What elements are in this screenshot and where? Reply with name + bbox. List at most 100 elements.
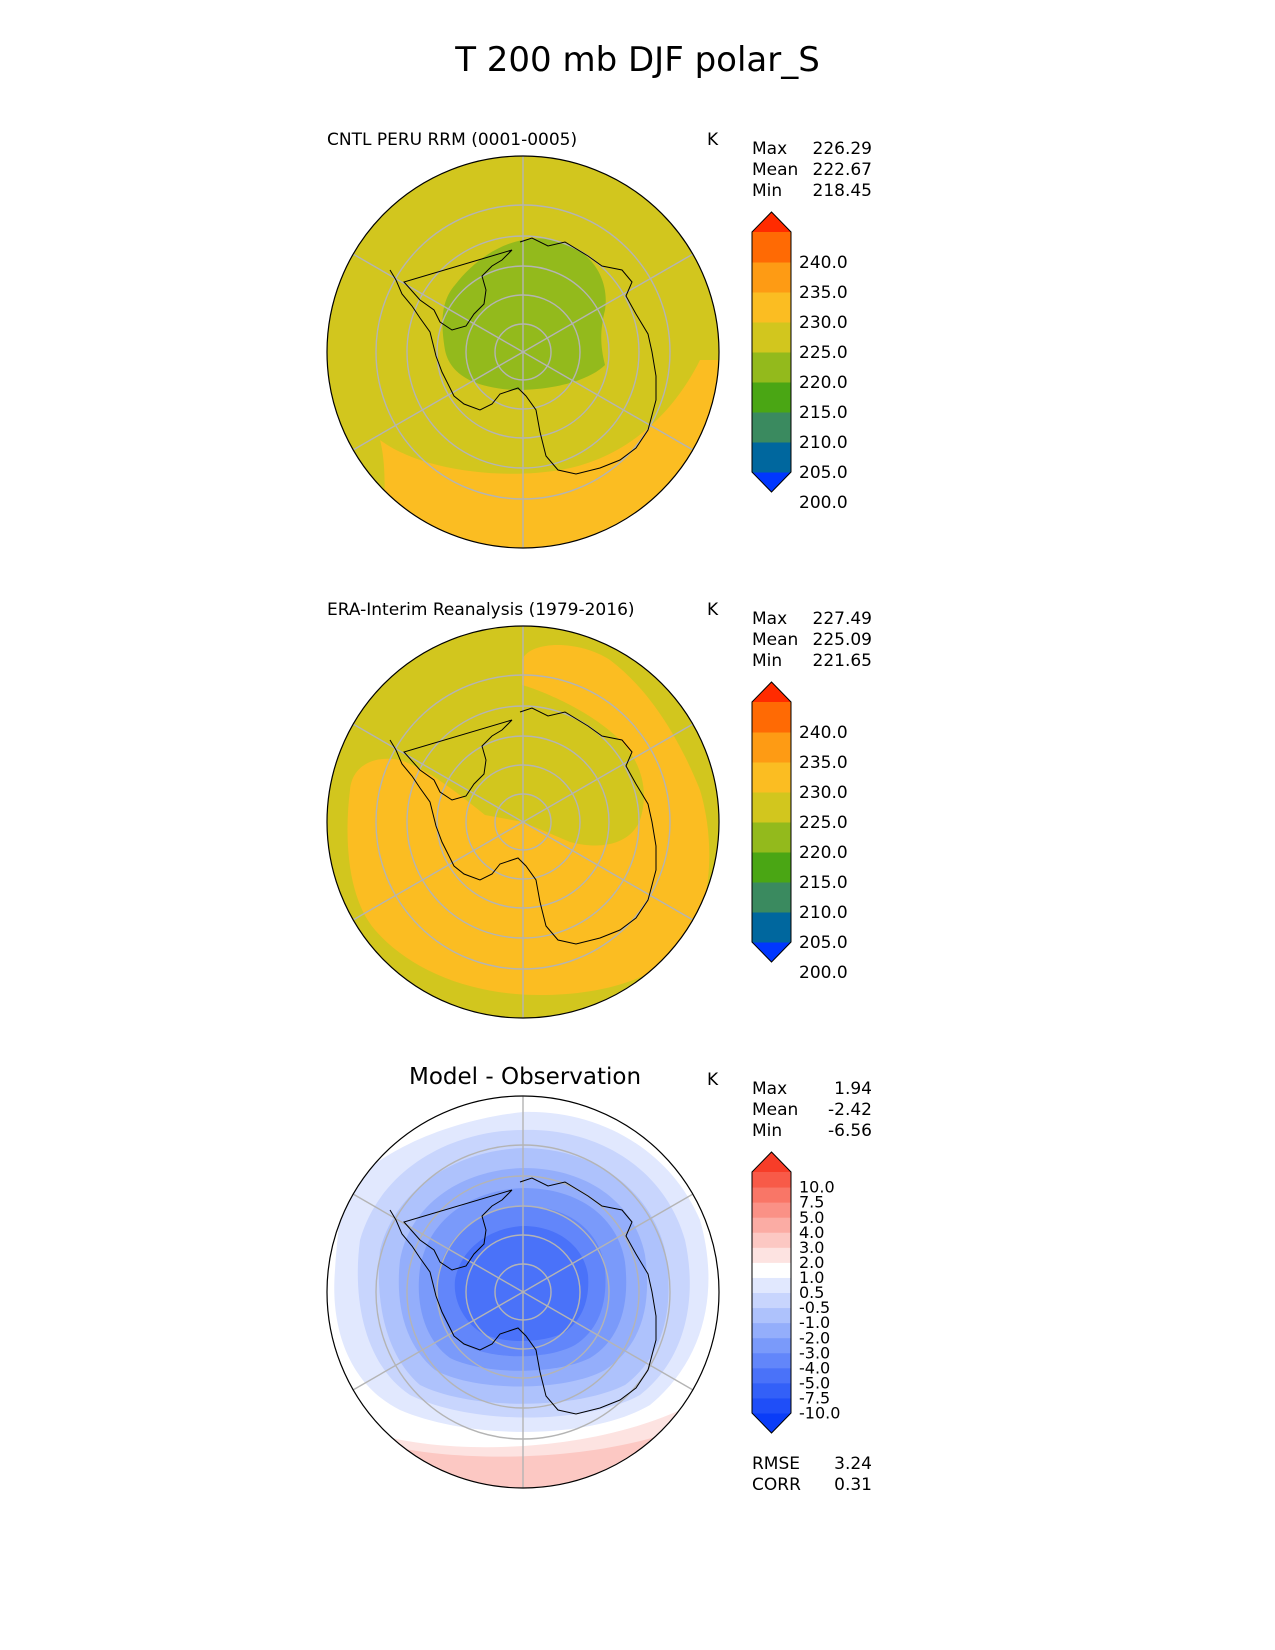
cb3-bin [752,1337,791,1354]
panel-1-min-label: Min [752,181,783,201]
cb1-bin [752,292,791,323]
cb3-tick-label: -4.0 [799,1358,830,1377]
cb3-tick-label: 5.0 [799,1208,824,1227]
cb1-outline [751,211,792,493]
cb1-tick-label: 240.0 [799,253,848,273]
panel-3-corr-value: 0.31 [834,1475,872,1495]
p2-coastline [389,707,657,945]
cb3-bin [752,1367,791,1384]
cb2-bin [752,882,791,913]
cb2-tick-label: 215.0 [799,873,848,893]
cb3-tick-label: 10.0 [799,1178,835,1197]
panel-1-map [326,155,720,549]
cb1-tick-label: 230.0 [799,313,848,333]
cb3-tick-label: -2.0 [799,1328,830,1347]
cb3-tick-label: -10.0 [799,1404,840,1423]
cb3-extend-bottom [752,1413,791,1433]
cb3-bin [752,1382,791,1399]
cb2-bin [752,912,791,943]
panel-1-mean-label: Mean [752,160,799,180]
cb3-bin [752,1187,791,1203]
p1-coastline [389,237,657,475]
cb1-bin [752,412,791,443]
cb3-bin [752,1397,791,1414]
cb2-tick-label: 210.0 [799,903,848,923]
panel-2-max-label: Max [752,609,788,629]
panel-2-title: ERA-Interim Reanalysis (1979-2016) [327,600,635,620]
panel-3-max-value: 1.94 [834,1079,872,1099]
cb3-tick-label: 7.5 [799,1193,824,1212]
panel-3-min-label: Min [752,1121,783,1141]
panel-3-units: K [707,1070,719,1090]
panel-3-rmse-value: 3.24 [834,1454,872,1474]
p1-field-225-230 [380,360,719,548]
cb3-extend-top [752,1152,791,1172]
figure-title: T 200 mb DJF polar_S [455,40,820,80]
cb1-bin [752,442,791,473]
cb2-bin [752,702,791,733]
cb3-tick-label: 4.0 [799,1223,824,1242]
cb2-bin [752,852,791,883]
cb1-bin [752,322,791,353]
panel-3-max-label: Max [752,1079,788,1099]
cb1-bin [752,382,791,413]
panel-2-mean-value: 225.09 [812,630,872,650]
panel-1-mean-value: 222.67 [812,160,872,180]
panel-2-min-label: Min [752,651,783,671]
panel-3-mean-label: Mean [752,1100,799,1120]
cb2-tick-label: 225.0 [799,813,848,833]
panel-3-title: Model - Observation [409,1064,642,1090]
cb2-tick-label: 230.0 [799,783,848,803]
p2-field-225-230 [347,645,710,995]
cb2-tick-label: 200.0 [799,963,848,983]
panel-2-map [326,625,720,1019]
cb3-bin [752,1217,791,1233]
cb1-tick-label: 205.0 [799,463,848,483]
cb3-tick-label: -3.0 [799,1343,830,1362]
panel-2-colorbar: 240.0 235.0 230.0 225.0 220.0 215.0 210.0 205.0… [751,681,848,983]
cb3-outline [751,1151,792,1434]
panel-1-colorbar: 240.0 235.0 230.0 225.0 220.0 215.0 210.0 205.0… [751,211,848,513]
cb1-bin [752,352,791,383]
cb3-bin [752,1277,791,1293]
cb3-bin [752,1232,791,1248]
cb3-bin [752,1307,791,1324]
cb3-bin [752,1202,791,1218]
cb3-bin [752,1172,791,1188]
cb1-bin [752,262,791,293]
cb2-extend-top [752,682,791,702]
panel-2-min-value: 221.65 [812,651,872,671]
cb3-tick-label: -1.0 [799,1313,830,1332]
panel-1-units: K [707,130,719,150]
panel-1-max-label: Max [752,139,788,159]
cb3-bin [752,1247,791,1263]
panel-2-units: K [707,600,719,620]
cb1-tick-label: 200.0 [799,493,848,513]
cb1-tick-label: 220.0 [799,373,848,393]
cb2-extend-bottom [752,942,791,962]
cb3-tick-label: 3.0 [799,1238,824,1257]
cb2-bin [752,822,791,853]
cb2-tick-label: 220.0 [799,843,848,863]
cb1-extend-top [752,212,791,232]
panel-2-max-value: 227.49 [812,609,872,629]
cb3-bin [752,1262,791,1278]
cb3-bin [752,1322,791,1339]
cb3-tick-label: -0.5 [799,1298,830,1317]
cb3-tick-label: 1.0 [799,1268,824,1287]
cb1-extend-bottom [752,472,791,492]
cb1-tick-label: 225.0 [799,343,848,363]
cb1-bin [752,232,791,263]
cb2-bin [752,732,791,763]
cb1-tick-label: 210.0 [799,433,848,453]
cb3-tick-label: -7.5 [799,1389,830,1408]
cb3-tick-label: 2.0 [799,1253,824,1272]
panel-2-mean-label: Mean [752,630,799,650]
cb1-tick-label: 235.0 [799,283,848,303]
cb1-tick-label: 215.0 [799,403,848,423]
p3-coastline [389,1177,657,1415]
cb3-tick-label: 0.5 [799,1283,824,1302]
cb3-tick-label: -5.0 [799,1373,830,1392]
cb2-tick-label: 240.0 [799,723,848,743]
